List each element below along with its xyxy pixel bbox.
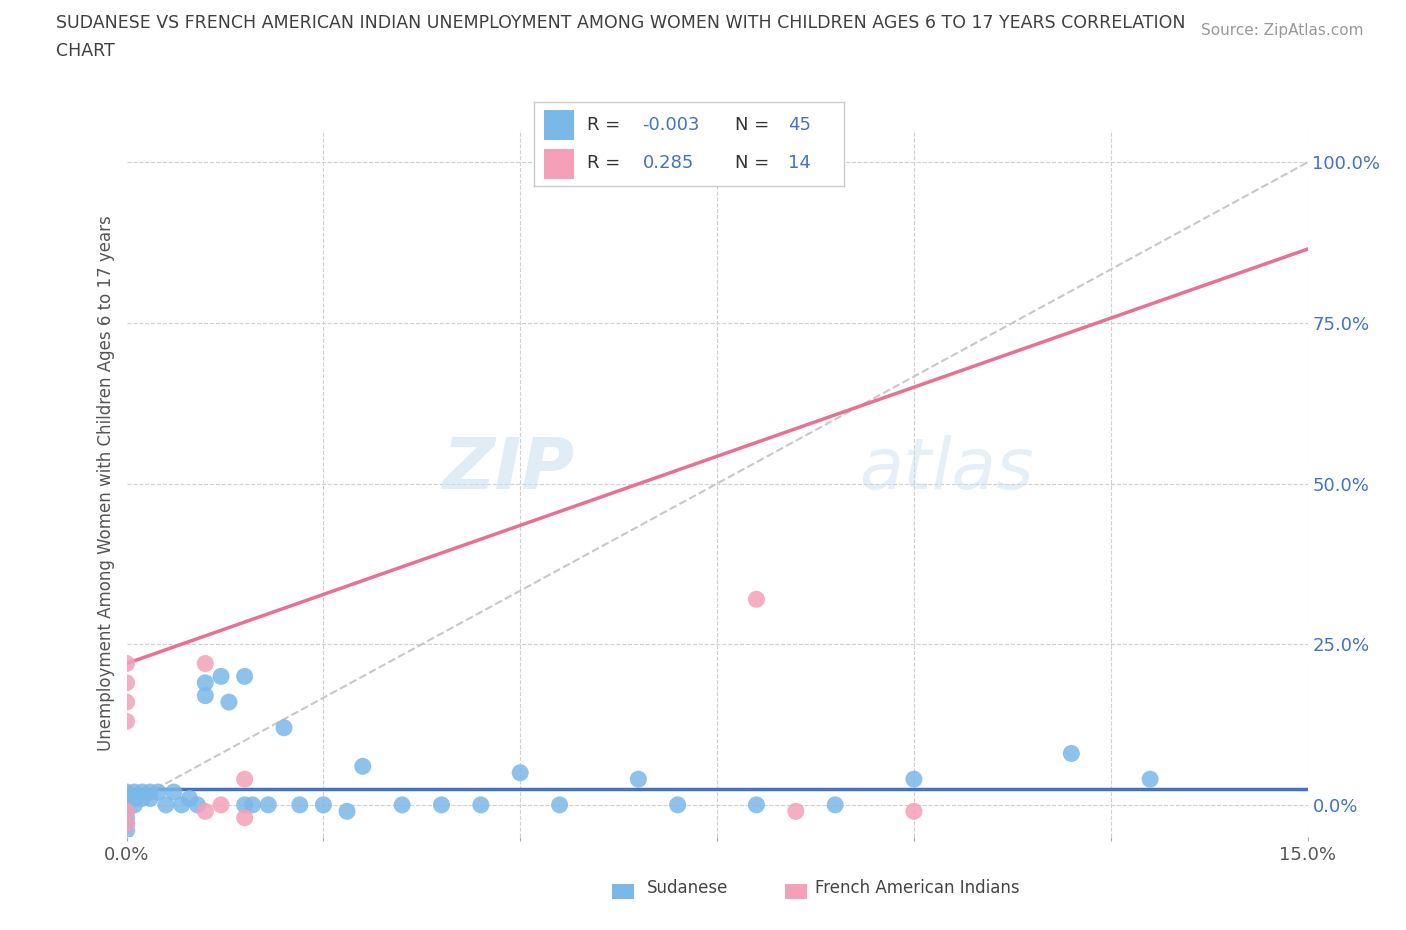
Point [115, 656, 138, 671]
Point [115, 791, 138, 806]
Point [139, 791, 162, 806]
Point [391, 797, 413, 812]
Text: Sudanese: Sudanese [647, 879, 728, 897]
Point [233, 810, 256, 825]
Point [273, 721, 295, 736]
Point [194, 656, 217, 671]
Point [115, 817, 138, 831]
Point [312, 797, 335, 812]
Y-axis label: Unemployment Among Women with Children Ages 6 to 17 years: Unemployment Among Women with Children A… [97, 216, 115, 751]
Point [257, 797, 280, 812]
Point [115, 785, 138, 800]
Point [1060, 746, 1083, 761]
Point [139, 785, 162, 800]
Text: Source: ZipAtlas.com: Source: ZipAtlas.com [1201, 23, 1364, 38]
Point [115, 675, 138, 690]
Point [115, 804, 138, 818]
Point [666, 797, 689, 812]
Text: R =: R = [586, 154, 626, 172]
Point [115, 804, 138, 818]
Text: CHART: CHART [56, 42, 115, 60]
Point [163, 785, 186, 800]
Text: SUDANESE VS FRENCH AMERICAN INDIAN UNEMPLOYMENT AMONG WOMEN WITH CHILDREN AGES 6: SUDANESE VS FRENCH AMERICAN INDIAN UNEMP… [56, 14, 1185, 32]
FancyBboxPatch shape [544, 110, 575, 140]
Point [124, 791, 146, 806]
Text: -0.003: -0.003 [643, 116, 700, 134]
Point [242, 797, 264, 812]
Point [903, 804, 925, 818]
Point [115, 817, 138, 831]
Point [209, 669, 232, 684]
Point [548, 797, 571, 812]
Point [336, 804, 359, 818]
Point [233, 669, 256, 684]
Point [170, 797, 193, 812]
Point [131, 791, 153, 806]
Point [509, 765, 531, 780]
Point [194, 675, 217, 690]
Point [155, 797, 177, 812]
Point [1139, 772, 1161, 787]
Point [352, 759, 374, 774]
Text: atlas: atlas [859, 435, 1033, 504]
Text: French American Indians: French American Indians [815, 879, 1021, 897]
Text: 45: 45 [787, 116, 811, 134]
Point [824, 797, 846, 812]
Point [146, 785, 169, 800]
Point [194, 804, 217, 818]
Point [233, 797, 256, 812]
Point [194, 688, 217, 703]
Point [745, 591, 768, 606]
Point [288, 797, 311, 812]
FancyBboxPatch shape [544, 149, 575, 179]
Text: 0.285: 0.285 [643, 154, 695, 172]
Point [470, 797, 492, 812]
Point [233, 772, 256, 787]
Text: ZIP: ZIP [443, 435, 575, 504]
Point [903, 772, 925, 787]
Point [131, 785, 153, 800]
Point [430, 797, 453, 812]
Text: R =: R = [586, 116, 626, 134]
Point [115, 823, 138, 838]
Point [115, 797, 138, 812]
Point [218, 695, 240, 710]
Point [785, 804, 807, 818]
Point [124, 785, 146, 800]
Point [115, 714, 138, 729]
Point [745, 797, 768, 812]
Point [186, 797, 208, 812]
Text: 14: 14 [787, 154, 811, 172]
Point [209, 797, 232, 812]
Point [124, 797, 146, 812]
Point [627, 772, 650, 787]
Text: N =: N = [735, 154, 775, 172]
Point [115, 810, 138, 825]
Point [115, 695, 138, 710]
Text: N =: N = [735, 116, 775, 134]
Point [179, 791, 201, 806]
